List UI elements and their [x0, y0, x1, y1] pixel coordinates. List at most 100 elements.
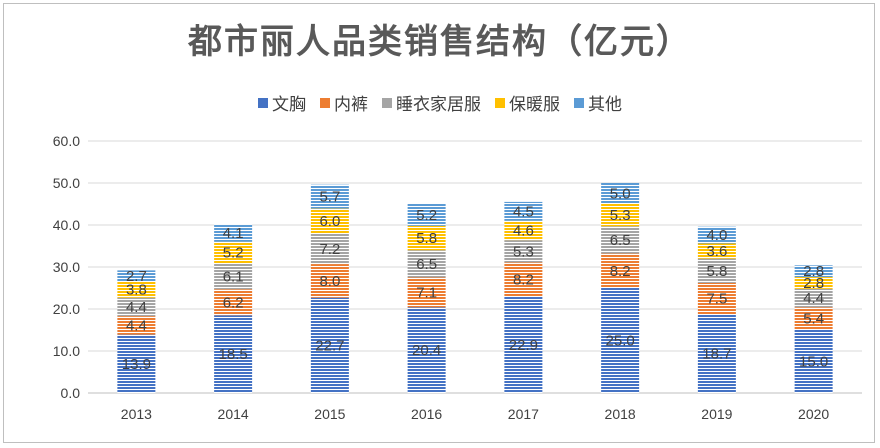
data-label: 5.0: [610, 186, 631, 203]
data-label: 5.2: [223, 245, 244, 262]
legend-swatch-thermal: [495, 97, 505, 108]
bar-segment: [214, 241, 253, 264]
data-label: 7.5: [706, 291, 727, 308]
legend-swatch-underwear: [320, 97, 330, 108]
data-label: 4.4: [126, 317, 147, 334]
y-tick-label: 20.0: [53, 301, 80, 317]
x-tick-label: 2013: [121, 406, 152, 422]
x-tick-label: 2017: [508, 406, 539, 422]
bar-segment: [214, 263, 253, 290]
bar-segment: [504, 220, 543, 241]
data-label: 5.3: [513, 243, 534, 260]
legend-item-underwear: 内裤: [320, 90, 368, 115]
data-label: 4.5: [513, 203, 534, 220]
data-label: 6.2: [223, 294, 244, 311]
data-label: 13.9: [122, 356, 151, 373]
bar-segment: [794, 330, 833, 393]
data-label: 7.1: [416, 284, 437, 301]
data-label: 5.7: [319, 189, 340, 206]
bar-segment: [601, 204, 640, 227]
bar-segment: [214, 315, 253, 393]
bar-segment: [697, 258, 736, 283]
legend-swatch-bra: [258, 97, 268, 108]
bar-segment: [310, 208, 349, 234]
data-label: 5.3: [610, 207, 631, 224]
data-label: 8.2: [513, 272, 534, 289]
bar-segment: [407, 204, 446, 226]
bar-segment: [117, 334, 156, 393]
data-label: 18.5: [219, 346, 248, 363]
chart-title: 都市丽人品类销售结构（亿元）: [188, 22, 692, 62]
bar-segment: [214, 224, 253, 242]
y-axis: 0.0 10.0 20.0 30.0 40.0 50.0 60.0: [53, 133, 80, 401]
bar-segment: [794, 307, 833, 330]
data-label: 22.9: [509, 337, 538, 354]
legend-label-other: 其他: [588, 95, 622, 115]
bar-segment: [407, 225, 446, 251]
data-label: 5.4: [803, 311, 824, 328]
x-tick-label: 2019: [701, 406, 732, 422]
data-label: 6.0: [319, 213, 340, 230]
bar-segment: [794, 288, 833, 308]
legend-swatch-sleepwear: [382, 97, 392, 108]
data-label: 8.2: [610, 263, 631, 280]
bar-segment: [601, 226, 640, 254]
bar-segment: [601, 288, 640, 393]
data-label: 4.1: [223, 225, 244, 242]
legend-label-thermal: 保暖服: [509, 95, 560, 115]
data-label: 4.4: [803, 290, 824, 307]
legend-item-sleepwear: 睡衣家居服: [382, 90, 481, 115]
legend-item-other: 其他: [574, 90, 622, 115]
data-label: 15.0: [799, 354, 828, 371]
bar-segment: [310, 233, 349, 265]
chart-legend: 文胸 内裤 睡衣家居服 保暖服 其他: [0, 90, 880, 115]
x-tick-label: 2018: [605, 406, 636, 422]
bar-segment: [697, 282, 736, 315]
x-tick-label: 2014: [218, 406, 249, 422]
x-axis: 2013 2014 2015 2016 2017 2018 2019 2020: [121, 406, 830, 422]
bar-segment: [214, 289, 253, 316]
bar-segment: [601, 253, 640, 288]
y-tick-label: 0.0: [61, 385, 81, 401]
bars: [117, 183, 833, 393]
data-label: 6.5: [416, 256, 437, 273]
data-label: 7.2: [319, 241, 340, 258]
bar-segment: [407, 307, 446, 393]
data-label: 2.7: [126, 268, 147, 285]
bar-segment: [697, 314, 736, 393]
y-tick-label: 30.0: [53, 259, 80, 275]
data-label: 22.7: [315, 337, 344, 354]
bar-segment: [117, 270, 156, 282]
data-label: 2.8: [803, 275, 824, 292]
data-label: 25.0: [606, 333, 635, 350]
legend-label-sleepwear: 睡衣家居服: [396, 95, 481, 115]
legend-swatch-other: [574, 97, 584, 108]
bar-segment: [310, 264, 349, 298]
bar-segment: [697, 226, 736, 244]
y-tick-label: 50.0: [53, 175, 80, 191]
bar-segment: [407, 277, 446, 308]
bar-segment: [794, 265, 833, 278]
bar-segment: [504, 240, 543, 263]
legend-item-bra: 文胸: [258, 90, 306, 115]
gridlines: [88, 140, 862, 394]
data-label: 6.5: [610, 232, 631, 249]
data-label: 2.8: [803, 263, 824, 280]
bar-segment: [117, 316, 156, 335]
y-tick-label: 60.0: [53, 133, 80, 149]
data-label: 5.8: [706, 263, 727, 280]
bar-segment: [504, 296, 543, 393]
bar-segment: [310, 297, 349, 393]
data-labels: 13.94.44.43.82.718.56.26.15.24.122.78.07…: [122, 186, 828, 373]
data-label: 8.0: [319, 273, 340, 290]
bar-segment: [504, 201, 543, 221]
bar-segment: [794, 277, 833, 289]
data-label: 4.0: [706, 227, 727, 244]
bar-segment: [117, 281, 156, 298]
data-label: 6.1: [223, 268, 244, 285]
data-label: 4.6: [513, 222, 534, 239]
data-label: 3.6: [706, 243, 727, 260]
data-label: 5.2: [416, 207, 437, 224]
y-tick-label: 10.0: [53, 343, 80, 359]
